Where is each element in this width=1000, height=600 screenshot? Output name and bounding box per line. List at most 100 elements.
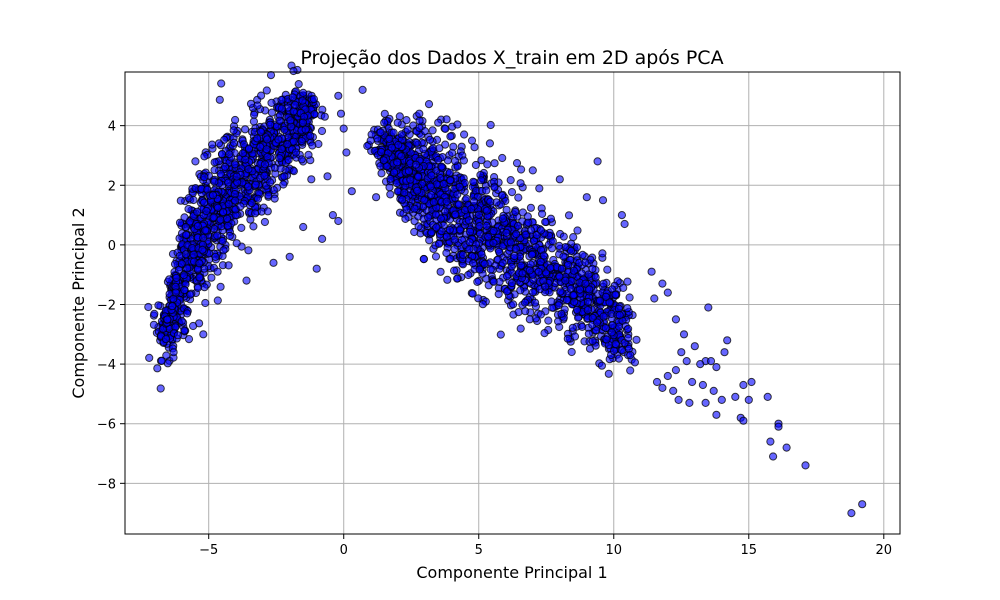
data-point (605, 298, 614, 307)
data-point (564, 211, 574, 220)
data-point (277, 95, 286, 105)
data-point (497, 191, 507, 200)
data-point (435, 144, 444, 153)
data-point (451, 210, 460, 219)
data-point (215, 95, 224, 104)
data-point (241, 125, 250, 134)
data-point (624, 324, 633, 333)
data-point (575, 285, 585, 294)
data-point (170, 260, 180, 269)
data-point (482, 186, 491, 195)
data-point (679, 330, 689, 339)
data-point (489, 238, 498, 248)
data-point (801, 461, 810, 470)
data-point (200, 198, 209, 207)
data-point (420, 196, 429, 205)
data-point (682, 357, 691, 366)
data-point (193, 283, 202, 292)
data-point (210, 177, 219, 186)
data-point (475, 222, 484, 231)
data-point (536, 310, 546, 319)
data-point (251, 209, 260, 218)
data-point (415, 116, 424, 125)
data-point (446, 132, 455, 141)
data-point (208, 191, 218, 200)
data-point (465, 227, 475, 236)
data-point (557, 264, 567, 273)
data-point (555, 241, 564, 250)
data-point (154, 301, 163, 310)
data-point (412, 138, 421, 147)
data-point (342, 148, 351, 157)
data-point (257, 91, 266, 100)
data-point (625, 293, 634, 302)
data-point (769, 452, 778, 461)
data-point (731, 392, 740, 401)
data-point (489, 226, 498, 236)
data-point (469, 259, 478, 268)
x-tick-label: −5 (199, 543, 218, 558)
data-point (217, 149, 227, 159)
data-point (607, 328, 616, 337)
data-point (602, 335, 611, 344)
data-point (502, 205, 511, 214)
data-point (225, 150, 234, 159)
data-point (520, 298, 530, 307)
y-tick-label: −2 (97, 298, 116, 313)
data-point (674, 395, 683, 404)
data-point (274, 135, 283, 144)
data-point (599, 312, 608, 321)
data-point (465, 245, 474, 254)
data-point (377, 169, 386, 178)
data-point (477, 156, 486, 165)
data-point (251, 180, 260, 189)
data-point (486, 120, 495, 130)
data-point (563, 334, 572, 343)
data-point (496, 330, 505, 339)
data-point (511, 207, 520, 216)
data-point (562, 296, 572, 305)
data-point (267, 98, 276, 108)
data-point (435, 239, 444, 248)
data-point (455, 182, 464, 191)
data-point (578, 322, 587, 331)
data-point (150, 309, 159, 318)
data-point (379, 156, 388, 165)
data-point (593, 157, 602, 166)
data-point (183, 264, 192, 273)
data-point (223, 214, 232, 223)
data-point (688, 377, 697, 387)
data-point (723, 336, 732, 345)
data-point (191, 157, 200, 166)
data-point (393, 158, 402, 167)
data-point (266, 178, 275, 187)
data-point (298, 118, 307, 127)
data-point (567, 347, 576, 357)
data-point (663, 288, 672, 297)
data-point (502, 228, 511, 237)
data-point (163, 315, 172, 324)
data-point (406, 175, 415, 184)
data-point (611, 339, 620, 349)
chart-title: Projeção dos Dados X_train em 2D após PC… (300, 47, 723, 69)
data-point (402, 205, 411, 214)
data-point (231, 115, 240, 125)
data-point (454, 200, 463, 209)
data-point (477, 250, 486, 259)
data-point (262, 86, 271, 95)
data-point (219, 246, 228, 255)
data-point (231, 196, 240, 205)
data-point (436, 267, 445, 276)
data-point (650, 294, 659, 303)
data-point (478, 300, 487, 309)
data-point (385, 134, 394, 143)
data-point (184, 204, 193, 214)
data-point (597, 361, 607, 370)
data-point (297, 155, 306, 164)
data-point (570, 332, 580, 341)
data-point (244, 182, 253, 191)
data-point (404, 167, 413, 176)
data-point (514, 193, 523, 202)
data-point (410, 204, 419, 213)
